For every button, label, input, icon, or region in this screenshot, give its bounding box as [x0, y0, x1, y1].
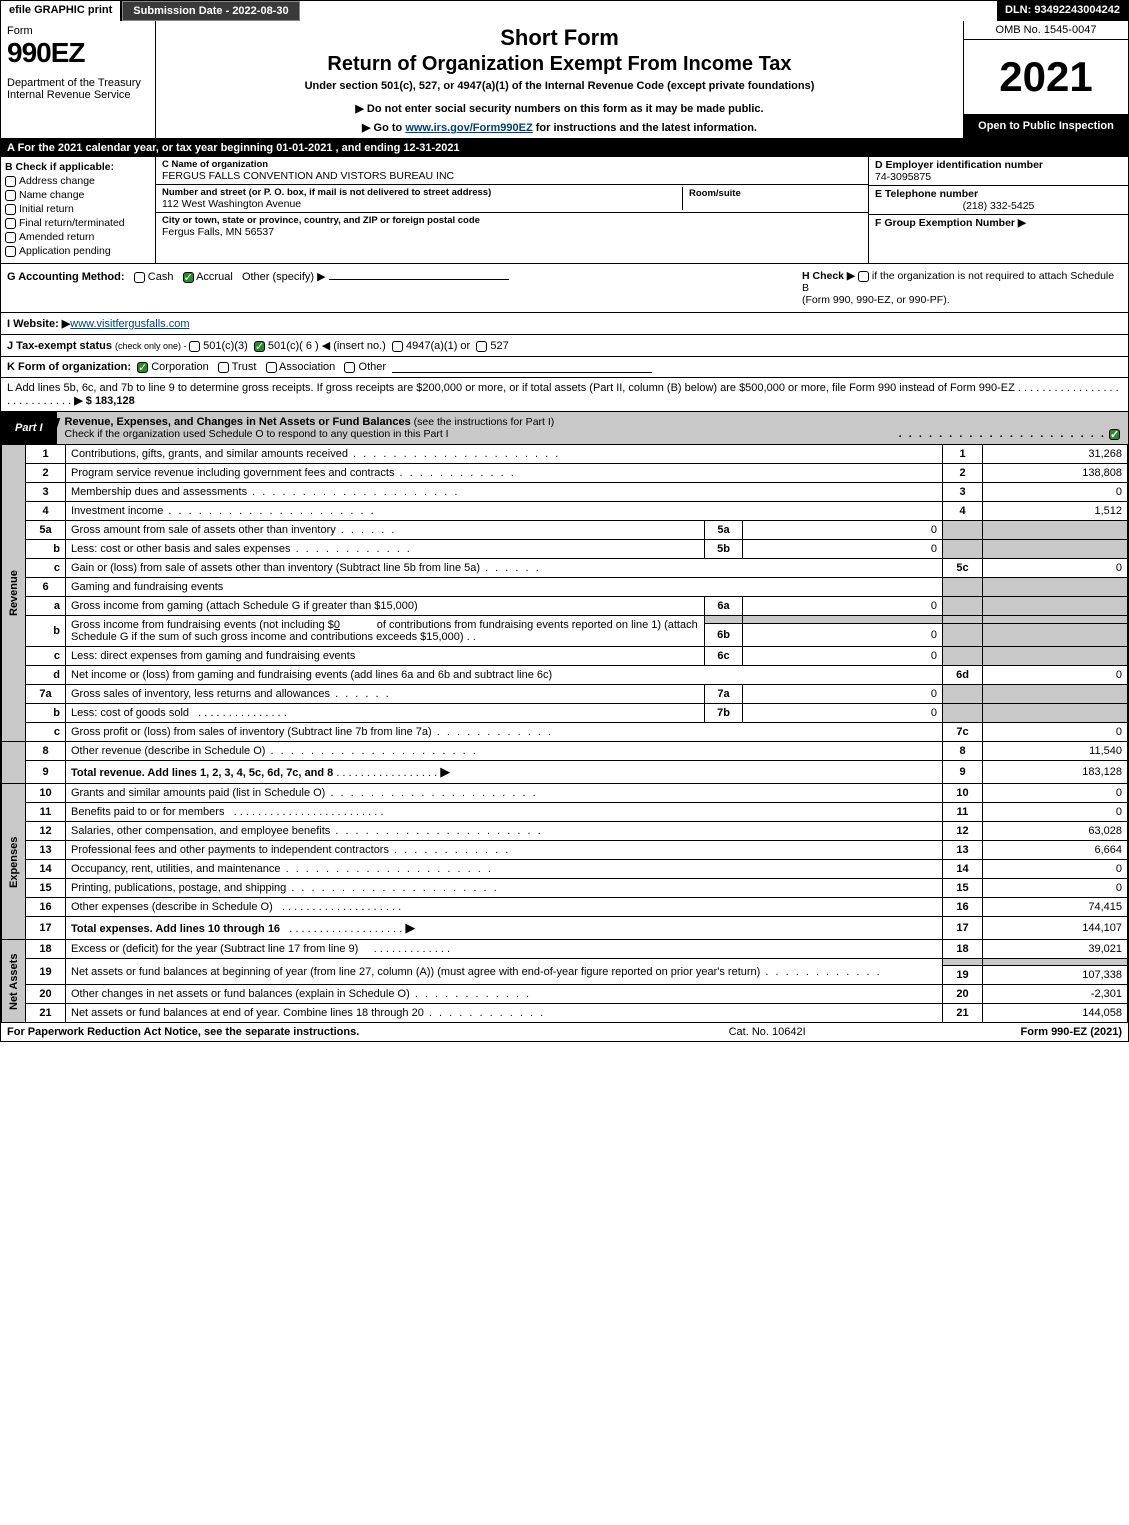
line-col: 1: [943, 445, 983, 464]
room-suite: Room/suite: [682, 187, 862, 210]
city-row: City or town, state or province, country…: [156, 213, 868, 240]
street-value: 112 West Washington Avenue: [162, 198, 676, 210]
checkbox-icon[interactable]: [392, 341, 403, 352]
part-title: Revenue, Expenses, and Changes in Net As…: [57, 412, 1128, 444]
form-word: Form: [7, 25, 149, 37]
line-desc: Contributions, gifts, grants, and simila…: [66, 445, 943, 464]
under-section: Under section 501(c), 527, or 4947(a)(1)…: [164, 80, 955, 92]
tax-exempt-row: J Tax-exempt status (check only one) - 5…: [1, 335, 1128, 357]
revenue-side-label: Revenue: [2, 445, 26, 742]
chk-final[interactable]: Final return/terminated: [5, 217, 151, 229]
checkbox-icon[interactable]: [218, 362, 229, 373]
goto-line: ▶ Go to www.irs.gov/Form990EZ for instru…: [164, 121, 955, 134]
col-d-ein: D Employer identification number74-30958…: [868, 157, 1128, 263]
submission-date: Submission Date - 2022-08-30: [122, 1, 299, 21]
h-check: H Check ▶ if the organization is not req…: [802, 270, 1122, 306]
checkbox-checked-icon[interactable]: [1109, 429, 1120, 440]
form-number: 990EZ: [7, 37, 149, 69]
line-no: 1: [26, 445, 66, 464]
open-public: Open to Public Inspection: [964, 114, 1128, 138]
b-label: B Check if applicable:: [5, 161, 151, 173]
omb-number: OMB No. 1545-0047: [964, 21, 1128, 40]
return-title: Return of Organization Exempt From Incom…: [164, 53, 955, 76]
dln-number: DLN: 93492243004242: [997, 1, 1128, 21]
do-not-enter: ▶ Do not enter social security numbers o…: [164, 102, 955, 115]
form-org-row: K Form of organization: Corporation Trus…: [1, 357, 1128, 378]
org-name-label: C Name of organization: [162, 159, 862, 170]
checkbox-icon[interactable]: [344, 362, 355, 373]
chk-name[interactable]: Name change: [5, 189, 151, 201]
cat-no: Cat. No. 10642I: [514, 1026, 1021, 1038]
checkbox-icon[interactable]: [5, 232, 16, 243]
part-tab: Part I: [0, 418, 60, 438]
header-left: Form 990EZ Department of the Treasury In…: [1, 21, 156, 138]
checkbox-icon[interactable]: [5, 218, 16, 229]
gross-receipts-row: L Add lines 5b, 6c, and 7b to line 9 to …: [1, 378, 1128, 412]
part-i-table: Revenue 1 Contributions, gifts, grants, …: [1, 444, 1128, 1023]
chk-initial[interactable]: Initial return: [5, 203, 151, 215]
header-right: OMB No. 1545-0047 2021 Open to Public In…: [963, 21, 1128, 138]
chk-address[interactable]: Address change: [5, 175, 151, 187]
checkbox-icon[interactable]: [266, 362, 277, 373]
tax-year: 2021: [964, 40, 1128, 114]
checkbox-icon[interactable]: [5, 190, 16, 201]
org-name-value: FERGUS FALLS CONVENTION AND VISTORS BURE…: [162, 170, 862, 182]
page-footer: For Paperwork Reduction Act Notice, see …: [1, 1023, 1128, 1041]
checkbox-checked-icon[interactable]: [254, 341, 265, 352]
line-val: 31,268: [983, 445, 1128, 464]
checkbox-checked-icon[interactable]: [137, 362, 148, 373]
form-ref: Form 990-EZ (2021): [1021, 1026, 1123, 1038]
checkbox-icon[interactable]: [5, 246, 16, 257]
goto-link[interactable]: www.irs.gov/Form990EZ: [405, 122, 532, 134]
goto-pre: ▶ Go to: [362, 122, 405, 134]
accounting-method: G Accounting Method: Cash Accrual Other …: [7, 270, 802, 306]
checkbox-icon[interactable]: [5, 176, 16, 187]
department-label: Department of the Treasury Internal Reve…: [7, 77, 149, 101]
spacer: [300, 1, 997, 21]
paperwork-notice: For Paperwork Reduction Act Notice, see …: [7, 1026, 514, 1038]
city-value: Fergus Falls, MN 56537: [162, 226, 862, 238]
org-name-row: C Name of organization FERGUS FALLS CONV…: [156, 157, 868, 185]
group-exemption: F Group Exemption Number ▶: [869, 215, 1128, 231]
short-form-title: Short Form: [164, 25, 955, 51]
header-mid: Short Form Return of Organization Exempt…: [156, 21, 963, 138]
form-990ez-page: efile GRAPHIC print Submission Date - 20…: [0, 0, 1129, 1042]
checkbox-icon[interactable]: [476, 341, 487, 352]
col-b-checkboxes: B Check if applicable: Address change Na…: [1, 157, 156, 263]
chk-pending[interactable]: Application pending: [5, 245, 151, 257]
checkbox-checked-icon[interactable]: [183, 272, 194, 283]
netassets-side-label: Net Assets: [2, 940, 26, 1023]
section-a: A For the 2021 calendar year, or tax yea…: [1, 139, 1128, 157]
form-header: Form 990EZ Department of the Treasury In…: [1, 21, 1128, 139]
checkbox-icon[interactable]: [189, 341, 200, 352]
checkbox-icon[interactable]: [134, 272, 145, 283]
phone-label: E Telephone number(218) 332-5425: [869, 186, 1128, 215]
website-link[interactable]: www.visitfergusfalls.com: [70, 318, 189, 330]
street-row: Number and street (or P. O. box, if mail…: [156, 185, 868, 213]
ein-label: D Employer identification number74-30958…: [869, 157, 1128, 186]
part-i-header: Part I Revenue, Expenses, and Changes in…: [1, 412, 1128, 444]
checkbox-icon[interactable]: [858, 271, 869, 282]
checkbox-icon[interactable]: [5, 204, 16, 215]
efile-print-label[interactable]: efile GRAPHIC print: [1, 1, 122, 21]
row-g-h: G Accounting Method: Cash Accrual Other …: [1, 264, 1128, 313]
info-block: B Check if applicable: Address change Na…: [1, 157, 1128, 264]
city-label: City or town, state or province, country…: [162, 215, 862, 226]
col-c-org: C Name of organization FERGUS FALLS CONV…: [156, 157, 868, 263]
street-label: Number and street (or P. O. box, if mail…: [162, 187, 676, 198]
expenses-side-label: Expenses: [2, 784, 26, 940]
website-row: I Website: ▶www.visitfergusfalls.com: [1, 313, 1128, 335]
goto-post: for instructions and the latest informat…: [533, 122, 757, 134]
top-bar: efile GRAPHIC print Submission Date - 20…: [1, 1, 1128, 21]
chk-amended[interactable]: Amended return: [5, 231, 151, 243]
